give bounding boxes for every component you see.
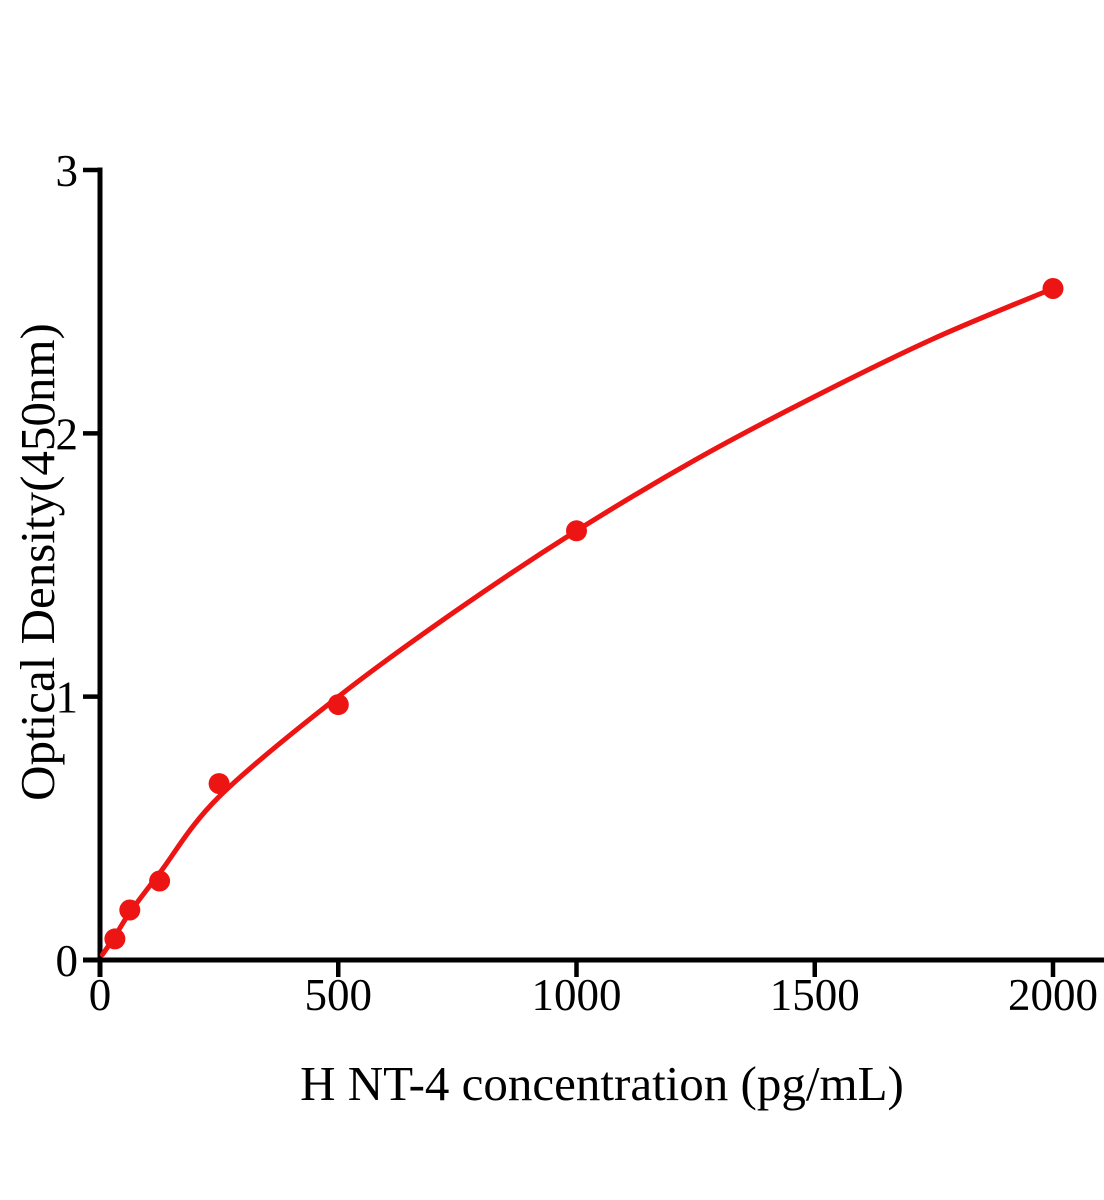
x-tick-label: 1000 <box>532 970 622 1020</box>
y-axis-title: Optical Density(450nm) <box>10 323 65 801</box>
data-point <box>208 773 230 795</box>
data-point <box>566 520 587 542</box>
y-tick-label: 3 <box>56 146 79 196</box>
y-tick-label: 2 <box>56 409 79 459</box>
x-tick-label: 1500 <box>770 970 860 1020</box>
y-tick-label: 0 <box>56 936 79 986</box>
data-point <box>119 899 141 921</box>
fit-curve <box>99 286 1056 958</box>
data-point <box>149 870 171 892</box>
data-point <box>1042 278 1064 299</box>
x-tick-label: 2000 <box>1008 970 1098 1020</box>
x-tick-label: 500 <box>305 970 373 1020</box>
x-tick-label: 0 <box>89 970 112 1020</box>
x-axis-title: H NT-4 concentration (pg/mL) <box>300 1056 904 1111</box>
data-point <box>327 694 349 716</box>
data-point <box>104 928 126 950</box>
y-tick-label: 1 <box>56 673 79 723</box>
